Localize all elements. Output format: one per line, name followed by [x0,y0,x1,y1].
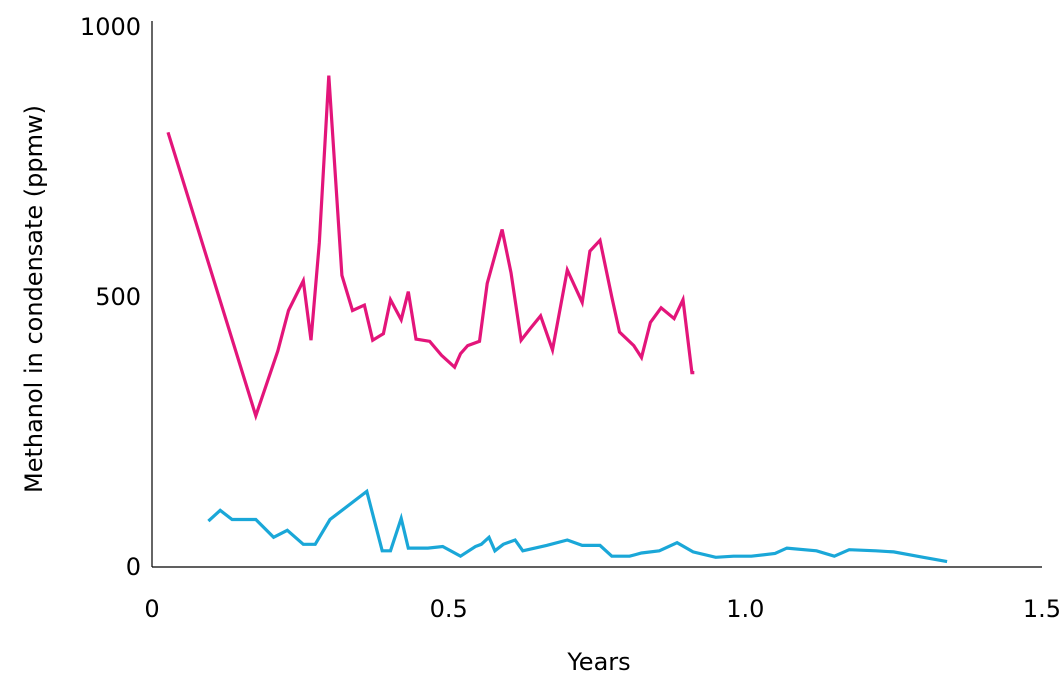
y-tick-label: 500 [95,283,141,311]
x-tick-labels: 0 0.5 1.0 1.5 [144,595,1061,623]
y-axis-title: Methanol in condensate (ppmw) [20,105,48,493]
series-layer [166,75,948,564]
x-tick-label: 0 [144,595,159,623]
y-tick-label: 1000 [80,13,141,41]
series-line-2 [207,488,948,564]
y-tick-labels: 0 500 1000 [80,13,141,581]
x-tick-label: 1.5 [1023,595,1061,623]
x-tick-label: 0.5 [430,595,468,623]
y-tick-label: 0 [126,553,141,581]
series-line-1 [166,75,695,421]
x-tick-label: 1.0 [726,595,764,623]
x-axis-title: Years [566,648,630,676]
